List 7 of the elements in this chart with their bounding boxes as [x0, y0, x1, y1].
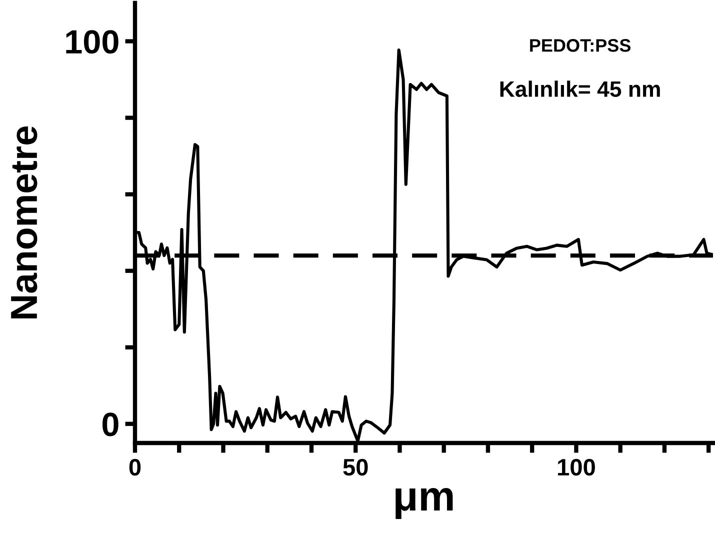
annotation: PEDOT:PSS	[530, 39, 631, 52]
y-axis-title: Nanometre	[11, 126, 38, 318]
x-tick-label: 0	[129, 458, 141, 476]
annotation: Kalınlık= 45 nm	[500, 80, 660, 97]
x-tick-label: 50	[343, 458, 368, 476]
x-axis-title: μm	[396, 488, 453, 519]
x-tick-label: 100	[558, 458, 595, 476]
